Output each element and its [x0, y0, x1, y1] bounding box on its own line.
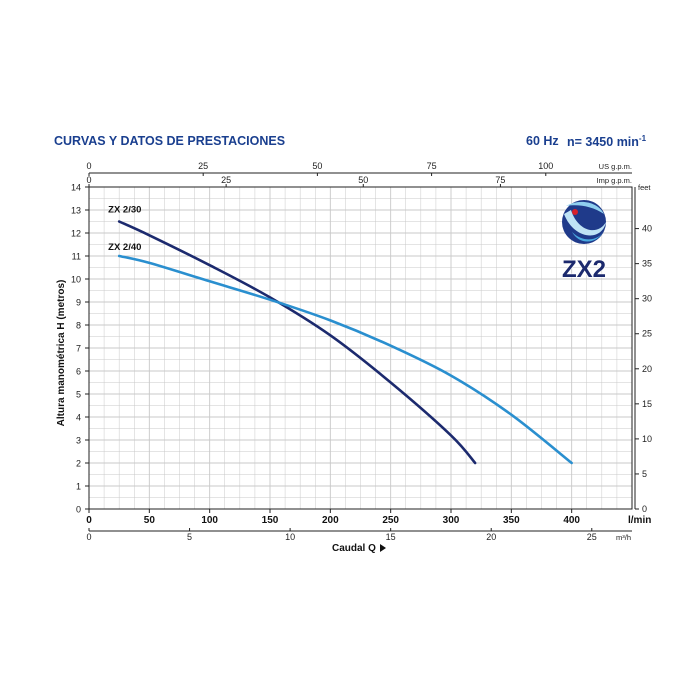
us-gpm-tick-label: 100 — [538, 161, 553, 171]
x-tick-label: 300 — [443, 515, 460, 526]
us-gpm-unit-label: US g.p.m. — [599, 162, 632, 171]
series-line-1 — [117, 220, 477, 465]
y-tick-label: 3 — [76, 436, 81, 446]
y-axis-label: Altura manométrica H (metros) — [56, 280, 67, 427]
y-tick-label: 12 — [71, 229, 81, 239]
x-axis-label: Caudal Q — [332, 543, 376, 554]
grid — [89, 187, 632, 509]
series-line-2 — [117, 254, 573, 465]
m3h-unit-label: m³/h — [616, 533, 631, 542]
feet-tick-label: 35 — [642, 259, 652, 269]
feet-tick-label: 40 — [642, 224, 652, 234]
m3h-tick-label: 25 — [587, 532, 597, 542]
x-tick-label: 200 — [322, 515, 339, 526]
x-unit-label: l/min — [628, 515, 651, 526]
y-tick-label: 4 — [76, 413, 81, 423]
x-tick-label: 400 — [563, 515, 580, 526]
y-tick-label: 1 — [76, 482, 81, 492]
m3h-tick-label: 0 — [86, 532, 91, 542]
x-tick-label: 100 — [201, 515, 218, 526]
us-gpm-tick-label: 25 — [198, 161, 208, 171]
feet-tick-label: 0 — [642, 504, 647, 514]
us-gpm-tick-label: 50 — [312, 161, 322, 171]
m3h-tick-label: 5 — [187, 532, 192, 542]
x-tick-label: 150 — [262, 515, 279, 526]
m3h-tick-label: 15 — [386, 532, 396, 542]
feet-tick-label: 25 — [642, 329, 652, 339]
speed-exponent: -1 — [638, 134, 647, 143]
swirl-globe-logo: ZX2 — [561, 200, 607, 284]
y-tick-label: 10 — [71, 275, 81, 285]
x-axis-arrow-icon — [380, 544, 386, 552]
chart-title: CURVAS Y DATOS DE PRESTACIONES — [54, 134, 286, 148]
speed-label: n= 3450 min-1 — [567, 134, 646, 149]
y-tick-label: 11 — [72, 252, 81, 262]
x-tick-label: 350 — [503, 515, 520, 526]
imp-gpm-tick-label: 50 — [358, 175, 368, 185]
series-label-2: ZX 2/40 — [108, 242, 141, 253]
m3h-tick-label: 20 — [486, 532, 496, 542]
frequency-label: 60 Hz — [526, 134, 559, 148]
series-lines: ZX 2/30 ZX 2/40 — [108, 205, 573, 465]
y-tick-label: 2 — [76, 459, 81, 469]
y-tick-label: 14 — [71, 183, 81, 193]
y-tick-label: 13 — [71, 206, 81, 216]
y-tick-label: 5 — [76, 390, 81, 400]
y-tick-label: 9 — [76, 298, 81, 308]
speed-text: n= 3450 min — [567, 135, 639, 150]
feet-unit-label: feet — [638, 183, 651, 192]
y-tick-label: 6 — [76, 367, 81, 377]
series-label-1: ZX 2/30 — [108, 205, 141, 216]
feet-tick-label: 30 — [642, 294, 652, 304]
y-tick-label: 7 — [76, 344, 81, 354]
feet-tick-label: 10 — [642, 434, 652, 444]
x-tick-label: 0 — [86, 515, 92, 526]
m3h-tick-label: 10 — [285, 532, 295, 542]
x-tick-label: 50 — [144, 515, 156, 526]
x-tick-label: 250 — [382, 515, 399, 526]
us-gpm-tick-label: 0 — [86, 161, 91, 171]
feet-tick-label: 20 — [642, 364, 652, 374]
axes: 012345678910111213140510152025303540feet… — [71, 161, 652, 542]
imp-gpm-tick-label: 0 — [86, 175, 91, 185]
y-tick-label: 0 — [76, 505, 81, 515]
imp-gpm-unit-label: Imp g.p.m. — [597, 176, 632, 185]
imp-gpm-tick-label: 75 — [495, 175, 505, 185]
us-gpm-tick-label: 75 — [427, 161, 437, 171]
y-tick-label: 8 — [76, 321, 81, 331]
imp-gpm-tick-label: 25 — [221, 175, 231, 185]
feet-tick-label: 15 — [642, 399, 652, 409]
logo-text: ZX2 — [562, 256, 606, 283]
feet-tick-label: 5 — [642, 469, 647, 479]
